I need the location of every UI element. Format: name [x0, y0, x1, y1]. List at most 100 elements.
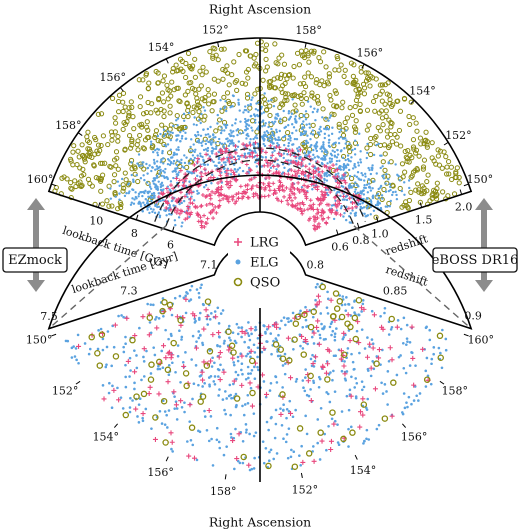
elg-point: [425, 325, 428, 329]
qso-point: [380, 159, 386, 165]
lrg-point: [193, 176, 198, 181]
elg-point: [156, 151, 159, 154]
elg-point: [161, 366, 165, 369]
elg-point: [271, 131, 274, 134]
qso-point: [279, 391, 286, 398]
elg-point: [257, 101, 260, 104]
elg-point: [154, 183, 157, 186]
elg-point: [380, 381, 383, 385]
elg-point: [357, 164, 360, 167]
elg-point: [262, 324, 266, 327]
elg-point: [118, 198, 121, 201]
elg-point: [148, 211, 151, 215]
elg-point: [403, 406, 407, 410]
elg-point: [195, 288, 199, 291]
elg-point: [70, 356, 74, 359]
qso-point: [305, 53, 311, 59]
elg-point: [104, 365, 108, 369]
qso-point: [95, 142, 102, 148]
qso-point: [161, 99, 167, 105]
lrg-point: [312, 219, 317, 224]
lrg-point: [315, 184, 320, 189]
elg-point: [250, 126, 253, 129]
lrg-point: [310, 361, 316, 367]
redshift-tick: [375, 216, 379, 222]
lrg-point: [230, 438, 236, 444]
elg-point: [245, 127, 249, 130]
elg-point: [325, 391, 328, 394]
lrg-point: [206, 187, 211, 192]
elg-point: [136, 415, 139, 418]
elg-point: [342, 335, 345, 339]
qso-point: [137, 94, 144, 100]
lrg-point: [221, 196, 226, 201]
elg-point: [185, 156, 188, 159]
elg-point: [347, 445, 350, 448]
elg-point: [377, 142, 380, 146]
elg-point: [216, 367, 220, 371]
qso-point: [338, 62, 344, 68]
qso-point: [334, 53, 340, 60]
redshift-tick-label: 1.0: [371, 228, 389, 241]
elg-point: [203, 109, 207, 112]
elg-point: [149, 140, 153, 143]
elg-point: [361, 302, 365, 306]
qso-point: [290, 75, 296, 81]
qso-point: [129, 137, 135, 143]
lrg-point: [253, 140, 258, 145]
elg-point: [339, 135, 343, 139]
elg-point: [138, 326, 141, 330]
lrg-point: [314, 301, 320, 307]
elg-point: [272, 339, 275, 343]
qso-point: [166, 150, 173, 156]
lrg-point: [311, 168, 316, 173]
elg-point: [291, 123, 294, 126]
qso-point: [195, 116, 202, 122]
qso-point: [299, 101, 305, 107]
qso-point: [413, 120, 419, 126]
elg-point: [312, 342, 316, 345]
elg-point: [354, 396, 358, 400]
qso-point: [330, 167, 336, 174]
elg-point: [287, 112, 291, 115]
qso-point: [107, 163, 113, 170]
elg-point: [318, 170, 321, 174]
lrg-point: [208, 211, 213, 216]
lrg-point: [244, 143, 249, 148]
dashed-zoom-arc: [165, 159, 355, 227]
lrg-point: [168, 183, 173, 188]
elg-point: [122, 315, 125, 319]
elg-point: [218, 388, 221, 391]
elg-point: [388, 182, 391, 186]
lrg-point: [315, 293, 321, 299]
elg-point: [306, 134, 309, 137]
elg-point: [180, 225, 183, 228]
elg-point: [177, 148, 180, 152]
elg-point: [76, 333, 80, 337]
elg-point: [305, 123, 308, 126]
elg-point: [175, 407, 179, 410]
qso-point: [410, 144, 417, 150]
qso-point: [410, 137, 417, 143]
ra-tick: [165, 456, 169, 462]
elg-point: [166, 426, 169, 429]
elg-point: [234, 341, 238, 345]
lrg-point: [195, 211, 200, 216]
qso-point: [115, 109, 122, 115]
legend-lrg-label: LRG: [250, 236, 279, 251]
qso-point: [384, 128, 390, 134]
lrg-point: [333, 202, 338, 207]
qso-point: [179, 124, 185, 131]
qso-point: [397, 108, 404, 114]
qso-point: [435, 153, 441, 159]
qso-point: [120, 99, 126, 105]
elg-point: [371, 164, 374, 167]
elg-point: [247, 372, 250, 375]
elg-point: [157, 364, 160, 368]
qso-point: [443, 154, 449, 160]
elg-point: [348, 174, 352, 178]
elg-point: [425, 356, 429, 360]
lrg-point: [327, 166, 332, 171]
lrg-point: [234, 199, 239, 204]
zoom-connector-line: [353, 225, 472, 330]
